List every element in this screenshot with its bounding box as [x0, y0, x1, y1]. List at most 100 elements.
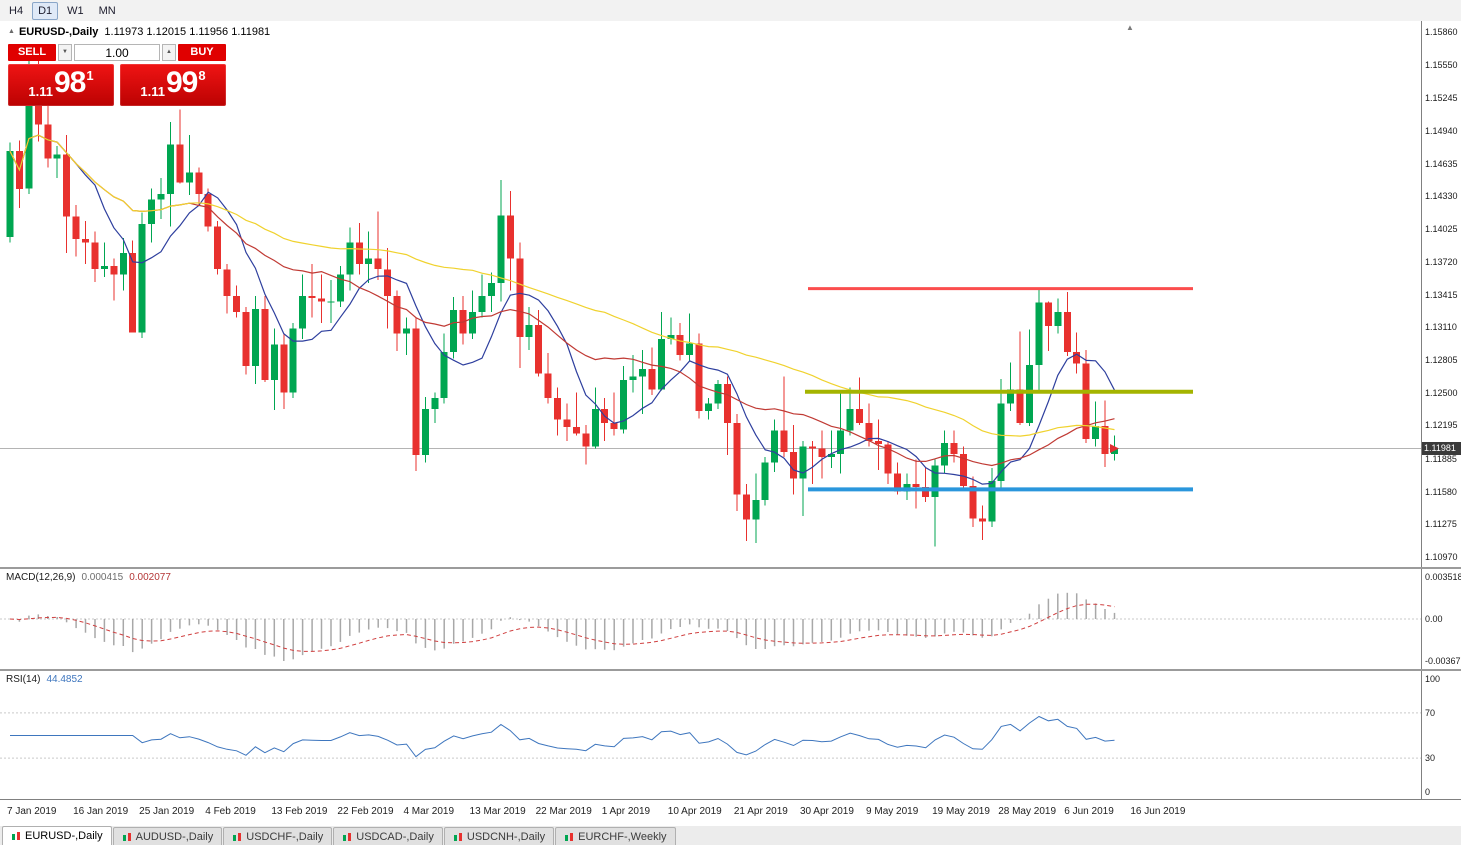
sell-price-big: 98 [53, 66, 86, 99]
chart-tab-usdchf[interactable]: USDCHF-,Daily [223, 827, 333, 845]
chart-tab-icon [565, 832, 574, 841]
date-tick-label: 4 Mar 2019 [403, 806, 455, 817]
timeframe-button-h4[interactable]: H4 [9, 4, 24, 17]
date-tick-label: 13 Mar 2019 [469, 806, 526, 817]
buy-price-button[interactable]: 1.11 99 8 [120, 64, 226, 106]
rsi-axis-label: 30 [1425, 753, 1436, 764]
chart-tab-usdcnh[interactable]: USDCNH-,Daily [443, 827, 555, 845]
rsi-title: RSI(14) [6, 674, 41, 685]
date-tick-label: 7 Jan 2019 [7, 806, 57, 817]
rsi-indicator-pane[interactable]: RSI(14) 44.4852 [0, 671, 1421, 799]
rsi-axis-label: 0 [1425, 787, 1431, 797]
price-tick-label: 1.11580 [1425, 486, 1457, 497]
price-tick-label: 1.13415 [1425, 289, 1458, 300]
price-tick-label: 1.10970 [1425, 552, 1458, 562]
sell-button[interactable]: SELL [8, 44, 56, 61]
rsi-value: 44.4852 [46, 674, 83, 685]
price-tick-label: 1.15860 [1425, 27, 1458, 37]
price-tick-label: 1.14940 [1425, 125, 1458, 136]
price-tick-label: 1.13720 [1425, 256, 1458, 267]
buy-price-prefix: 1.11 [140, 84, 165, 99]
volume-increase-button[interactable]: ▲ [162, 44, 176, 61]
chart-shift-marker-icon[interactable]: ▲ [1126, 23, 1134, 32]
date-tick-label: 25 Jan 2019 [139, 806, 195, 817]
chart-tab-label: EURCHF-,Weekly [578, 830, 667, 843]
macd-indicator-pane[interactable]: MACD(12,26,9) 0.000415 0.002077 [0, 569, 1421, 669]
pane-divider[interactable] [0, 567, 1461, 569]
date-tick-label: 21 Apr 2019 [733, 806, 788, 817]
chart-tab-icon [453, 832, 462, 841]
rsi-canvas[interactable] [0, 671, 1421, 799]
volume-decrease-button[interactable]: ▼ [58, 44, 72, 61]
buy-button[interactable]: BUY [178, 44, 226, 61]
rsi-line [10, 715, 1115, 758]
pane-divider[interactable] [0, 669, 1461, 671]
date-tick-label: 19 May 2019 [932, 806, 990, 817]
price-tick-label: 1.14025 [1425, 224, 1458, 234]
macd-signal-line [9, 603, 1115, 652]
current-price-badge: 1.11981 [1422, 441, 1461, 455]
ma-fast-line [9, 134, 1116, 485]
volume-input[interactable] [74, 44, 160, 61]
timeframe-button-d1[interactable]: D1 [32, 1, 59, 20]
macd-signal-value: 0.002077 [129, 572, 171, 583]
main-chart-canvas[interactable] [0, 21, 1421, 567]
date-tick-label: 16 Jun 2019 [1130, 806, 1186, 817]
price-tick-label: 1.11275 [1425, 519, 1457, 530]
chart-tab-label: USDCNH-,Daily [466, 830, 546, 843]
macd-title: MACD(12,26,9) [6, 572, 76, 583]
timeframe-button-mn[interactable]: MN [98, 4, 116, 17]
time-axis[interactable]: 7 Jan 2019 16 Jan 2019 25 Jan 2019 4 Feb 20… [0, 799, 1461, 826]
macd-axis-label: -0.00367 [1425, 656, 1461, 666]
rsi-axis-label: 100 [1425, 674, 1441, 684]
ma-slow-line [9, 134, 1115, 437]
chart-tab-eurchf[interactable]: EURCHF-,Weekly [555, 827, 676, 845]
chart-tab-eurusd[interactable]: EURUSD-,Daily [2, 826, 112, 845]
sell-price-button[interactable]: 1.11 98 1 [8, 64, 114, 106]
buy-price-big: 99 [165, 66, 198, 99]
chart-symbol-label: EURUSD-,Daily [18, 26, 99, 38]
date-tick-label: 22 Feb 2019 [337, 806, 394, 817]
quote-header: ▲ EURUSD-,Daily 1.11973 1.12015 1.11956 1.… [8, 26, 270, 38]
price-tick-label: 1.12500 [1425, 387, 1458, 398]
chart-ohlc-values: 1.11973 1.12015 1.11956 1.11981 [104, 26, 271, 38]
date-tick-label: 10 Apr 2019 [667, 806, 722, 817]
chart-tab-usdcad[interactable]: USDCAD-,Daily [333, 827, 443, 845]
macd-axis-label: 0.00 [1425, 614, 1443, 624]
macd-histogram [18, 592, 1116, 661]
collapse-panel-icon[interactable]: ▲ [8, 28, 15, 35]
price-tick-label: 1.15550 [1425, 60, 1458, 71]
price-tick-label: 1.11885 [1425, 453, 1457, 464]
chart-tab-label: EURUSD-,Daily [25, 830, 103, 842]
price-tick-label: 1.12805 [1425, 354, 1458, 365]
macd-canvas[interactable] [0, 569, 1421, 669]
timeframe-button-w1[interactable]: W1 [67, 4, 84, 17]
ma-medium-line [9, 134, 1115, 467]
main-chart-pane[interactable]: ▲ ▲ EURUSD-,Daily 1.11973 1.12015 1.11956 … [0, 21, 1421, 567]
macd-label: MACD(12,26,9) 0.000415 0.002077 [6, 572, 171, 583]
price-tick-label: 1.14635 [1425, 158, 1458, 169]
date-tick-label: 6 Jun 2019 [1064, 806, 1114, 817]
price-axis[interactable]: 1.11981 1.15860 1.15550 1.15245 1.14940 1.14… [1421, 21, 1461, 799]
chart-tab-icon [343, 832, 352, 841]
rsi-label: RSI(14) 44.4852 [6, 674, 83, 685]
rsi-axis-label: 70 [1425, 707, 1436, 718]
chart-tab-label: USDCAD-,Daily [356, 830, 434, 843]
chart-tab-icon [233, 832, 242, 841]
date-tick-label: 16 Jan 2019 [73, 806, 129, 817]
chart-tab-audusd[interactable]: AUDUSD-,Daily [112, 827, 223, 845]
date-tick-label: 4 Feb 2019 [205, 806, 256, 817]
last-price-arrow [1110, 444, 1119, 453]
chart-tabs-bar: EURUSD-,Daily AUDUSD-,Daily USDCHF-,Daily U… [0, 825, 1461, 845]
chart-tab-icon [12, 832, 20, 840]
chart-tab-label: AUDUSD-,Daily [135, 830, 214, 843]
chart-window: ▲ ▲ EURUSD-,Daily 1.11973 1.12015 1.11956 … [0, 21, 1461, 826]
price-tick-label: 1.13110 [1425, 322, 1457, 333]
date-tick-label: 9 May 2019 [866, 806, 919, 817]
price-tick-label: 1.15245 [1425, 93, 1458, 104]
date-tick-label: 28 May 2019 [998, 806, 1057, 817]
macd-axis-label: 0.003518 [1425, 572, 1461, 582]
sell-price-pip: 1 [86, 68, 94, 83]
sell-price-prefix: 1.11 [28, 84, 53, 99]
